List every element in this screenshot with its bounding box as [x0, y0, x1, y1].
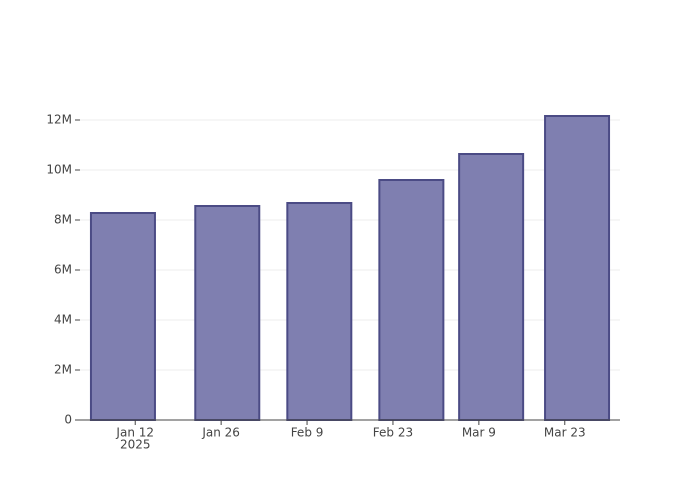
y-tick-label: 8M — [54, 213, 72, 227]
bar — [544, 115, 611, 421]
x-tick-label: Mar 23 — [544, 426, 586, 440]
bar — [194, 205, 261, 421]
bar — [458, 153, 525, 421]
x-tick-label: Jan 26 — [201, 426, 240, 440]
x-tick-label: Mar 9 — [462, 426, 496, 440]
bar — [378, 179, 445, 421]
y-tick-label: 2M — [54, 363, 72, 377]
x-tick-label: Feb 23 — [373, 426, 413, 440]
x-tick-label: Jan 12 — [115, 426, 154, 440]
y-tick-label: 6M — [54, 263, 72, 277]
y-tick-label: 0 — [64, 413, 72, 427]
y-tick-label: 4M — [54, 313, 72, 327]
x-tick-label: Feb 9 — [291, 426, 324, 440]
y-tick-label: 12M — [46, 113, 72, 127]
x-year-label: 2025 — [120, 438, 151, 452]
bar — [286, 202, 353, 421]
y-tick-label: 10M — [46, 163, 72, 177]
bar — [89, 212, 156, 421]
